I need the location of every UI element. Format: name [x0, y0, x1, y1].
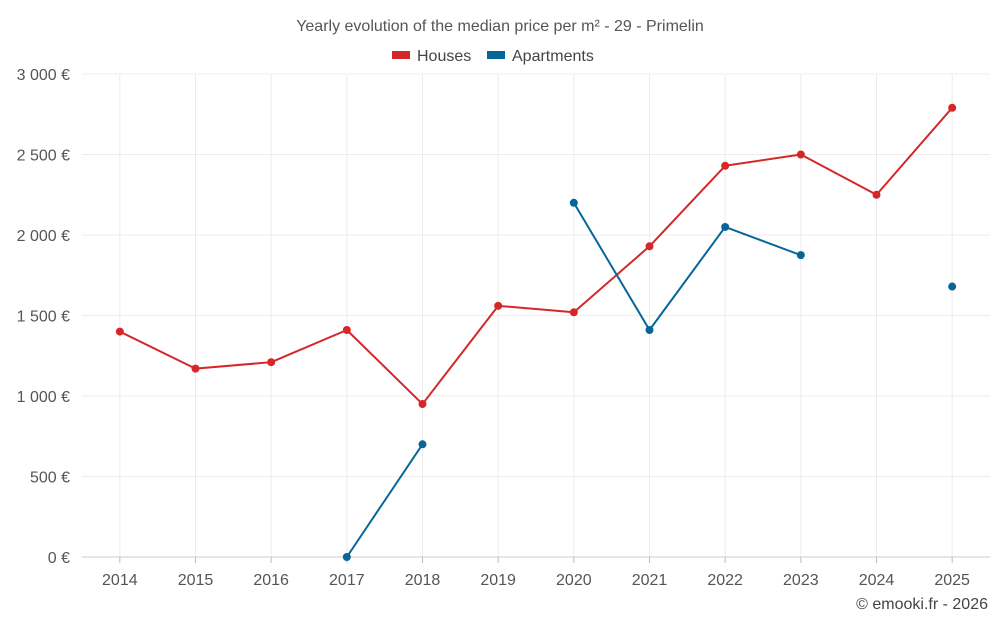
data-point-houses[interactable] — [872, 190, 881, 199]
legend: Houses Apartments — [392, 48, 594, 65]
legend-label-houses: Houses — [417, 48, 471, 65]
data-point-apartments[interactable] — [569, 198, 578, 207]
data-point-apartments[interactable] — [721, 222, 730, 231]
credit-text: © emooki.fr - 2026 — [856, 596, 988, 613]
data-point-houses[interactable] — [796, 150, 805, 159]
x-tick-label: 2015 — [178, 572, 214, 589]
y-axis: 0 € 500 € 1 000 € 1 500 € 2 000 € 2 500 € 3 00… — [17, 67, 70, 567]
data-point-houses[interactable] — [494, 301, 503, 310]
x-tick-label: 2024 — [859, 572, 895, 589]
y-tick-label: 2 000 € — [17, 228, 70, 245]
x-tick-label: 2019 — [480, 572, 516, 589]
x-tick-label: 2025 — [934, 572, 970, 589]
x-tick-label: 2016 — [253, 572, 289, 589]
series-line-apartments — [572, 202, 802, 331]
data-point-houses[interactable] — [569, 308, 578, 317]
data-point-houses[interactable] — [721, 161, 730, 170]
x-tick-label: 2017 — [329, 572, 365, 589]
data-point-houses[interactable] — [191, 364, 200, 373]
y-tick-label: 0 € — [48, 550, 70, 567]
data-point-apartments[interactable] — [948, 282, 957, 291]
y-tick-label: 3 000 € — [17, 67, 70, 84]
x-tick-label: 2021 — [632, 572, 668, 589]
chart-title: Yearly evolution of the median price per… — [296, 18, 704, 35]
data-point-houses[interactable] — [115, 327, 124, 336]
legend-swatch-apartments — [487, 51, 505, 59]
x-axis: 2014 2015 2016 2017 2018 2019 2020 2021 2022 2023… — [82, 556, 990, 589]
x-tick-label: 2018 — [405, 572, 441, 589]
y-tick-label: 500 € — [30, 470, 70, 487]
data-point-apartments[interactable] — [796, 251, 805, 260]
data-point-apartments[interactable] — [342, 553, 351, 561]
legend-item-apartments[interactable]: Apartments — [487, 48, 594, 65]
y-tick-label: 1 000 € — [17, 389, 70, 406]
x-tick-label: 2022 — [707, 572, 743, 589]
data-point-houses[interactable] — [948, 103, 957, 112]
data-point-houses[interactable] — [342, 325, 351, 334]
x-tick-label: 2014 — [102, 572, 138, 589]
legend-swatch-houses — [392, 51, 410, 59]
series-layer — [115, 103, 957, 561]
grid — [82, 73, 990, 558]
legend-label-apartments: Apartments — [512, 48, 594, 65]
data-point-houses[interactable] — [418, 400, 427, 409]
y-tick-label: 1 500 € — [17, 309, 70, 326]
x-tick-label: 2023 — [783, 572, 819, 589]
legend-item-houses[interactable]: Houses — [392, 48, 471, 65]
data-point-apartments[interactable] — [418, 440, 427, 449]
series-line-apartments — [346, 443, 424, 558]
y-tick-label: 2 500 € — [17, 148, 70, 165]
data-point-houses[interactable] — [645, 242, 654, 251]
data-point-houses[interactable] — [267, 358, 276, 367]
data-point-apartments[interactable] — [645, 325, 654, 334]
series-line-houses — [119, 107, 953, 406]
x-tick-label: 2020 — [556, 572, 592, 589]
